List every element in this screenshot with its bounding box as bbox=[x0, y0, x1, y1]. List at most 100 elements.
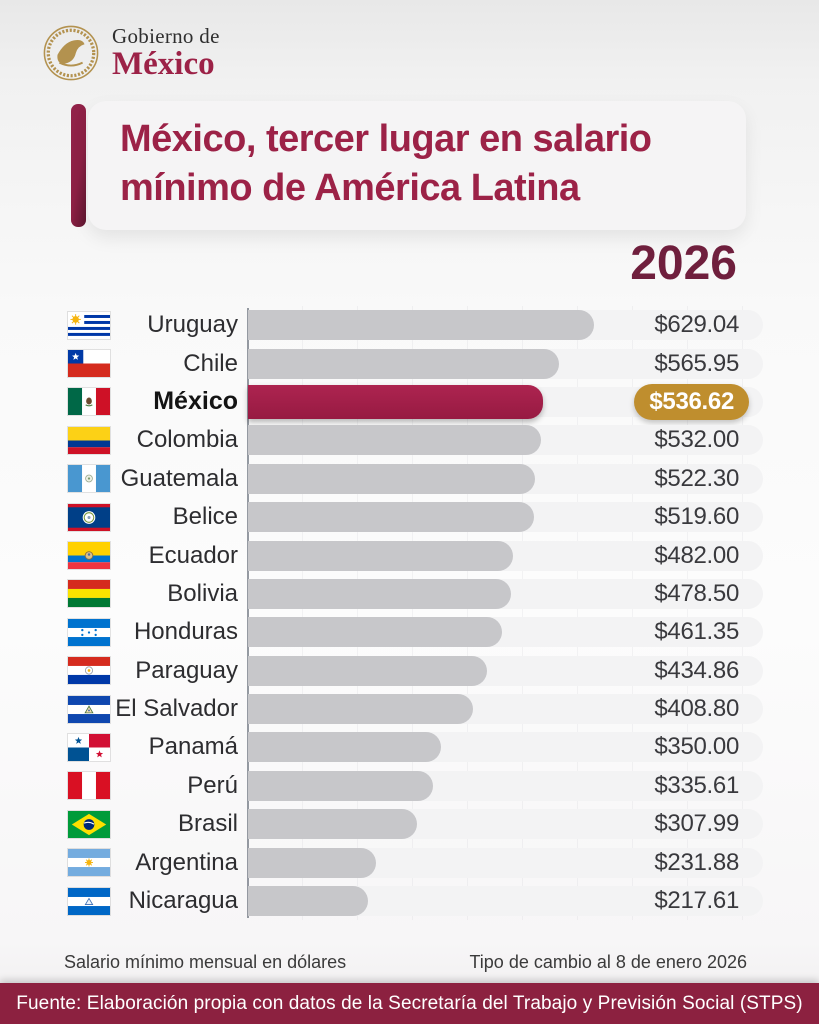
argentina-flag-icon bbox=[68, 849, 110, 877]
chart-row-brasil: Brasil $307.99 bbox=[64, 805, 763, 843]
mexico-eagle-seal-icon bbox=[42, 24, 100, 82]
caption-unit: Salario mínimo mensual en dólares bbox=[64, 952, 347, 972]
minimum-wage-bar-chart: Uruguay $629.04 Chile $565.95 México $53… bbox=[64, 306, 763, 921]
logo-wordmark: Gobierno de México bbox=[112, 23, 220, 82]
value-bar bbox=[248, 425, 541, 456]
chart-row-ecuador: Ecuador $482.00 bbox=[64, 536, 763, 574]
value-label: $408.80 bbox=[654, 695, 739, 723]
uruguay-flag-icon bbox=[68, 311, 110, 339]
value-bar bbox=[248, 463, 535, 494]
ecuador-flag-icon bbox=[68, 542, 110, 570]
paraguay-flag-icon bbox=[68, 657, 110, 685]
nicaragua-flag-icon bbox=[68, 887, 110, 915]
el-salvador-flag-icon bbox=[68, 695, 110, 723]
value-label: $536.62 bbox=[634, 383, 749, 420]
value-label: $519.60 bbox=[654, 503, 739, 531]
title-line-1: México, tercer lugar en salario bbox=[120, 118, 652, 160]
chart-row-guatemala: Guatemala $522.30 bbox=[64, 460, 763, 498]
country-label-honduras: Honduras bbox=[133, 618, 238, 646]
country-label-bolivia: Bolivia bbox=[167, 579, 238, 607]
value-bar bbox=[248, 655, 487, 686]
value-label: $335.61 bbox=[654, 771, 739, 799]
title-accent-bar bbox=[71, 104, 86, 227]
logo-line-2: México bbox=[112, 45, 215, 82]
value-bar bbox=[248, 384, 543, 419]
value-bar bbox=[248, 770, 433, 801]
value-label: $217.61 bbox=[654, 887, 739, 915]
value-label: $482.00 bbox=[654, 541, 739, 569]
gobierno-de-mexico-logo: Gobierno de México bbox=[42, 24, 220, 82]
chart-row-belice: Belice $519.60 bbox=[64, 498, 763, 536]
chart-row-panama: Panamá $350.00 bbox=[64, 728, 763, 766]
source-text: Fuente: Elaboración propia con datos de … bbox=[16, 992, 803, 1014]
brasil-flag-icon bbox=[68, 810, 110, 838]
bolivia-flag-icon bbox=[68, 580, 110, 608]
value-bar bbox=[248, 886, 368, 917]
country-label-ecuador: Ecuador bbox=[148, 541, 238, 569]
value-bar bbox=[248, 847, 376, 878]
country-label-paraguay: Paraguay bbox=[135, 656, 238, 684]
value-label: $629.04 bbox=[654, 311, 739, 339]
peru-flag-icon bbox=[68, 772, 110, 800]
logo-line-1: Gobierno de bbox=[112, 23, 220, 48]
country-label-belice: Belice bbox=[172, 503, 238, 531]
mexico-flag-icon bbox=[68, 388, 110, 416]
value-bar bbox=[248, 732, 441, 763]
country-label-nicaragua: Nicaragua bbox=[128, 887, 238, 915]
chart-row-honduras: Honduras $461.35 bbox=[64, 613, 763, 651]
country-label-panama: Panamá bbox=[148, 733, 238, 761]
value-label: $532.00 bbox=[654, 426, 739, 454]
caption-exchange-rate: Tipo de cambio al 8 de enero 2026 bbox=[469, 952, 747, 972]
chart-row-chile: Chile $565.95 bbox=[64, 344, 763, 382]
value-bar bbox=[248, 310, 594, 341]
country-label-mexico: México bbox=[153, 387, 238, 416]
source-footer-bar: Fuente: Elaboración propia con datos de … bbox=[0, 983, 819, 1024]
chart-row-paraguay: Paraguay $434.86 bbox=[64, 652, 763, 690]
country-label-colombia: Colombia bbox=[136, 426, 238, 454]
value-bar bbox=[248, 617, 502, 648]
value-bar bbox=[248, 578, 511, 609]
country-label-chile: Chile bbox=[183, 349, 238, 377]
chart-row-colombia: Colombia $532.00 bbox=[64, 421, 763, 459]
title-card: México, tercer lugar en salario mínimo d… bbox=[88, 101, 746, 230]
year-label: 2026 bbox=[630, 237, 737, 290]
country-label-argentina: Argentina bbox=[135, 848, 238, 876]
honduras-flag-icon bbox=[68, 618, 110, 646]
chart-row-peru: Perú $335.61 bbox=[64, 767, 763, 805]
value-label: $461.35 bbox=[654, 618, 739, 646]
country-label-peru: Perú bbox=[187, 771, 238, 799]
chile-flag-icon bbox=[68, 350, 110, 378]
chart-row-nicaragua: Nicaragua $217.61 bbox=[64, 882, 763, 920]
belice-flag-icon bbox=[68, 503, 110, 531]
value-bar bbox=[248, 502, 534, 533]
country-label-el-salvador: El Salvador bbox=[115, 695, 238, 723]
colombia-flag-icon bbox=[68, 426, 110, 454]
value-bar bbox=[248, 809, 417, 840]
value-bar bbox=[248, 694, 473, 725]
value-label: $522.30 bbox=[654, 464, 739, 492]
title-line-2: mínimo de América Latina bbox=[120, 166, 580, 209]
y-axis-line bbox=[247, 308, 249, 919]
chart-row-el-salvador: El Salvador $408.80 bbox=[64, 690, 763, 728]
value-bar bbox=[248, 348, 559, 379]
value-label: $565.95 bbox=[654, 349, 739, 377]
value-label: $307.99 bbox=[654, 810, 739, 838]
chart-row-uruguay: Uruguay $629.04 bbox=[64, 306, 763, 344]
page-title: México, tercer lugar en salario mínimo d… bbox=[120, 115, 746, 212]
chart-rows: Uruguay $629.04 Chile $565.95 México $53… bbox=[64, 306, 763, 920]
chart-row-argentina: Argentina $231.88 bbox=[64, 843, 763, 881]
chart-captions: Salario mínimo mensual en dólares Tipo d… bbox=[64, 952, 747, 973]
value-bar bbox=[248, 540, 513, 571]
country-label-brasil: Brasil bbox=[177, 810, 238, 838]
country-label-guatemala: Guatemala bbox=[120, 464, 238, 492]
panama-flag-icon bbox=[68, 733, 110, 761]
value-label: $350.00 bbox=[654, 733, 739, 761]
country-label-uruguay: Uruguay bbox=[147, 311, 238, 339]
value-label: $231.88 bbox=[654, 848, 739, 876]
value-label: $478.50 bbox=[654, 579, 739, 607]
guatemala-flag-icon bbox=[68, 465, 110, 493]
chart-row-bolivia: Bolivia $478.50 bbox=[64, 575, 763, 613]
chart-row-mexico: México $536.62 bbox=[64, 383, 763, 421]
value-label: $434.86 bbox=[654, 656, 739, 684]
